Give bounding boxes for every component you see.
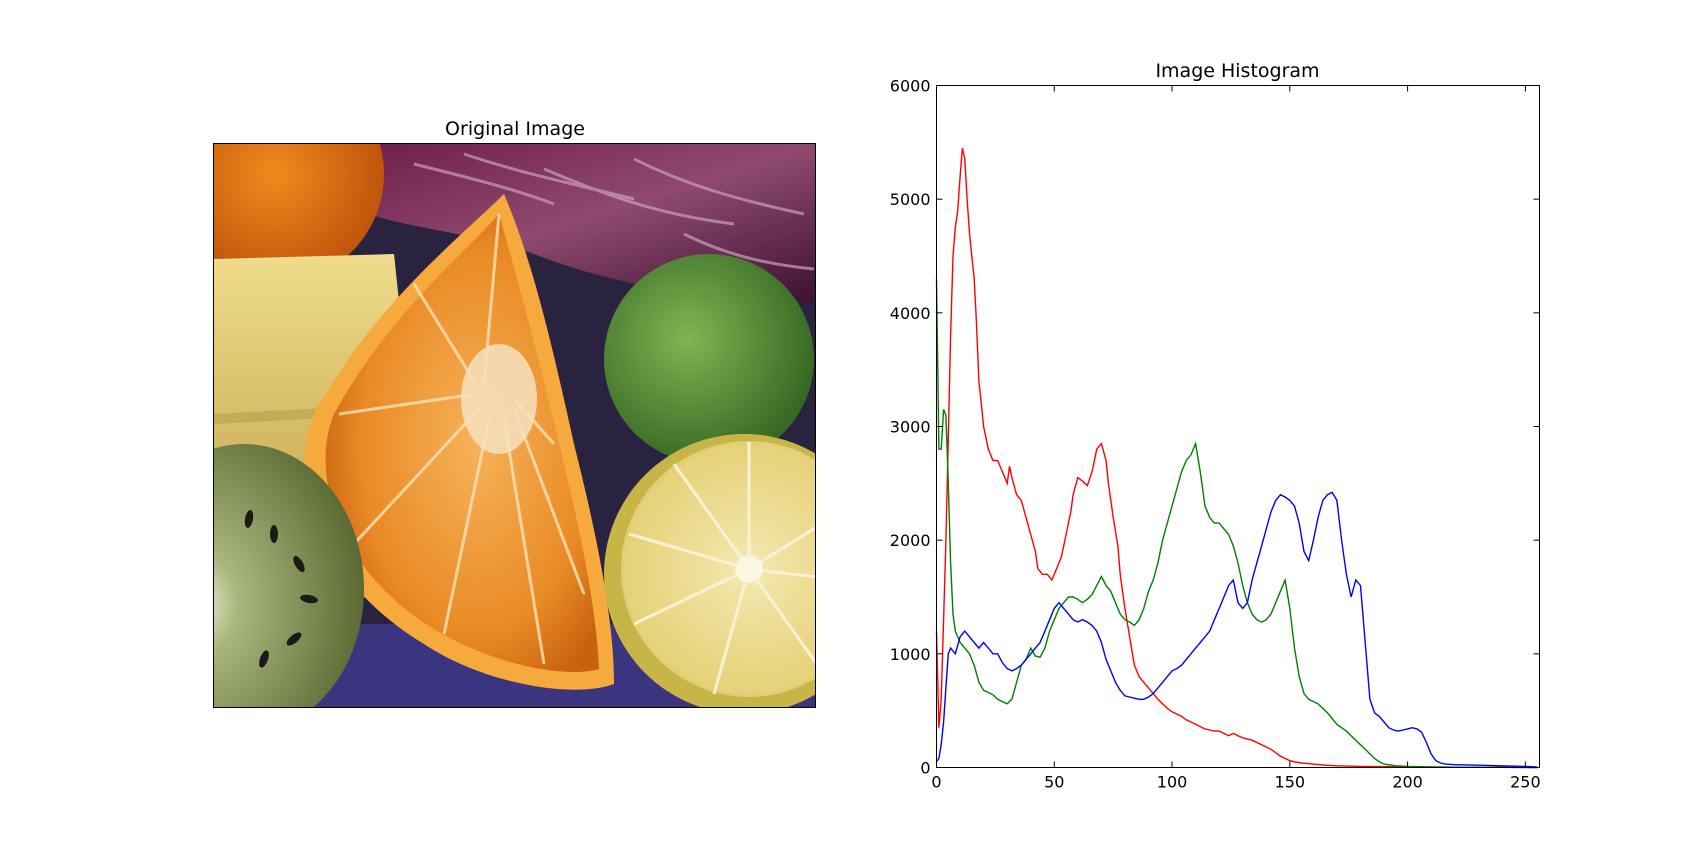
y-tick-label: 2000 — [890, 531, 931, 550]
plot-frame — [936, 85, 1540, 768]
original-image — [213, 143, 816, 708]
y-tick-label: 5000 — [890, 190, 931, 209]
series-line-green — [935, 278, 1538, 769]
x-tick-label: 50 — [1044, 773, 1064, 792]
series-line-blue — [935, 491, 1538, 768]
histogram-title: Image Histogram — [1155, 60, 1320, 82]
axis-ticks: 0 50 100 150 200 250 0 1000 2000 3000 4000 5000 6000 — [890, 77, 1541, 792]
histogram-series-layer — [935, 147, 1538, 769]
x-tick-label: 0 — [931, 773, 941, 792]
x-tick-label: 150 — [1275, 773, 1306, 792]
series-line-red — [935, 147, 1538, 769]
image-panel-title: Original Image — [445, 118, 585, 140]
x-tick-label: 250 — [1510, 773, 1541, 792]
y-tick-label: 1000 — [890, 645, 931, 664]
y-tick-label: 0 — [920, 759, 930, 778]
x-tick-label: 200 — [1392, 773, 1423, 792]
y-tick-label: 4000 — [890, 304, 931, 323]
y-tick-label: 6000 — [890, 77, 931, 96]
x-tick-label: 100 — [1157, 773, 1188, 792]
y-tick-label: 3000 — [890, 418, 931, 437]
